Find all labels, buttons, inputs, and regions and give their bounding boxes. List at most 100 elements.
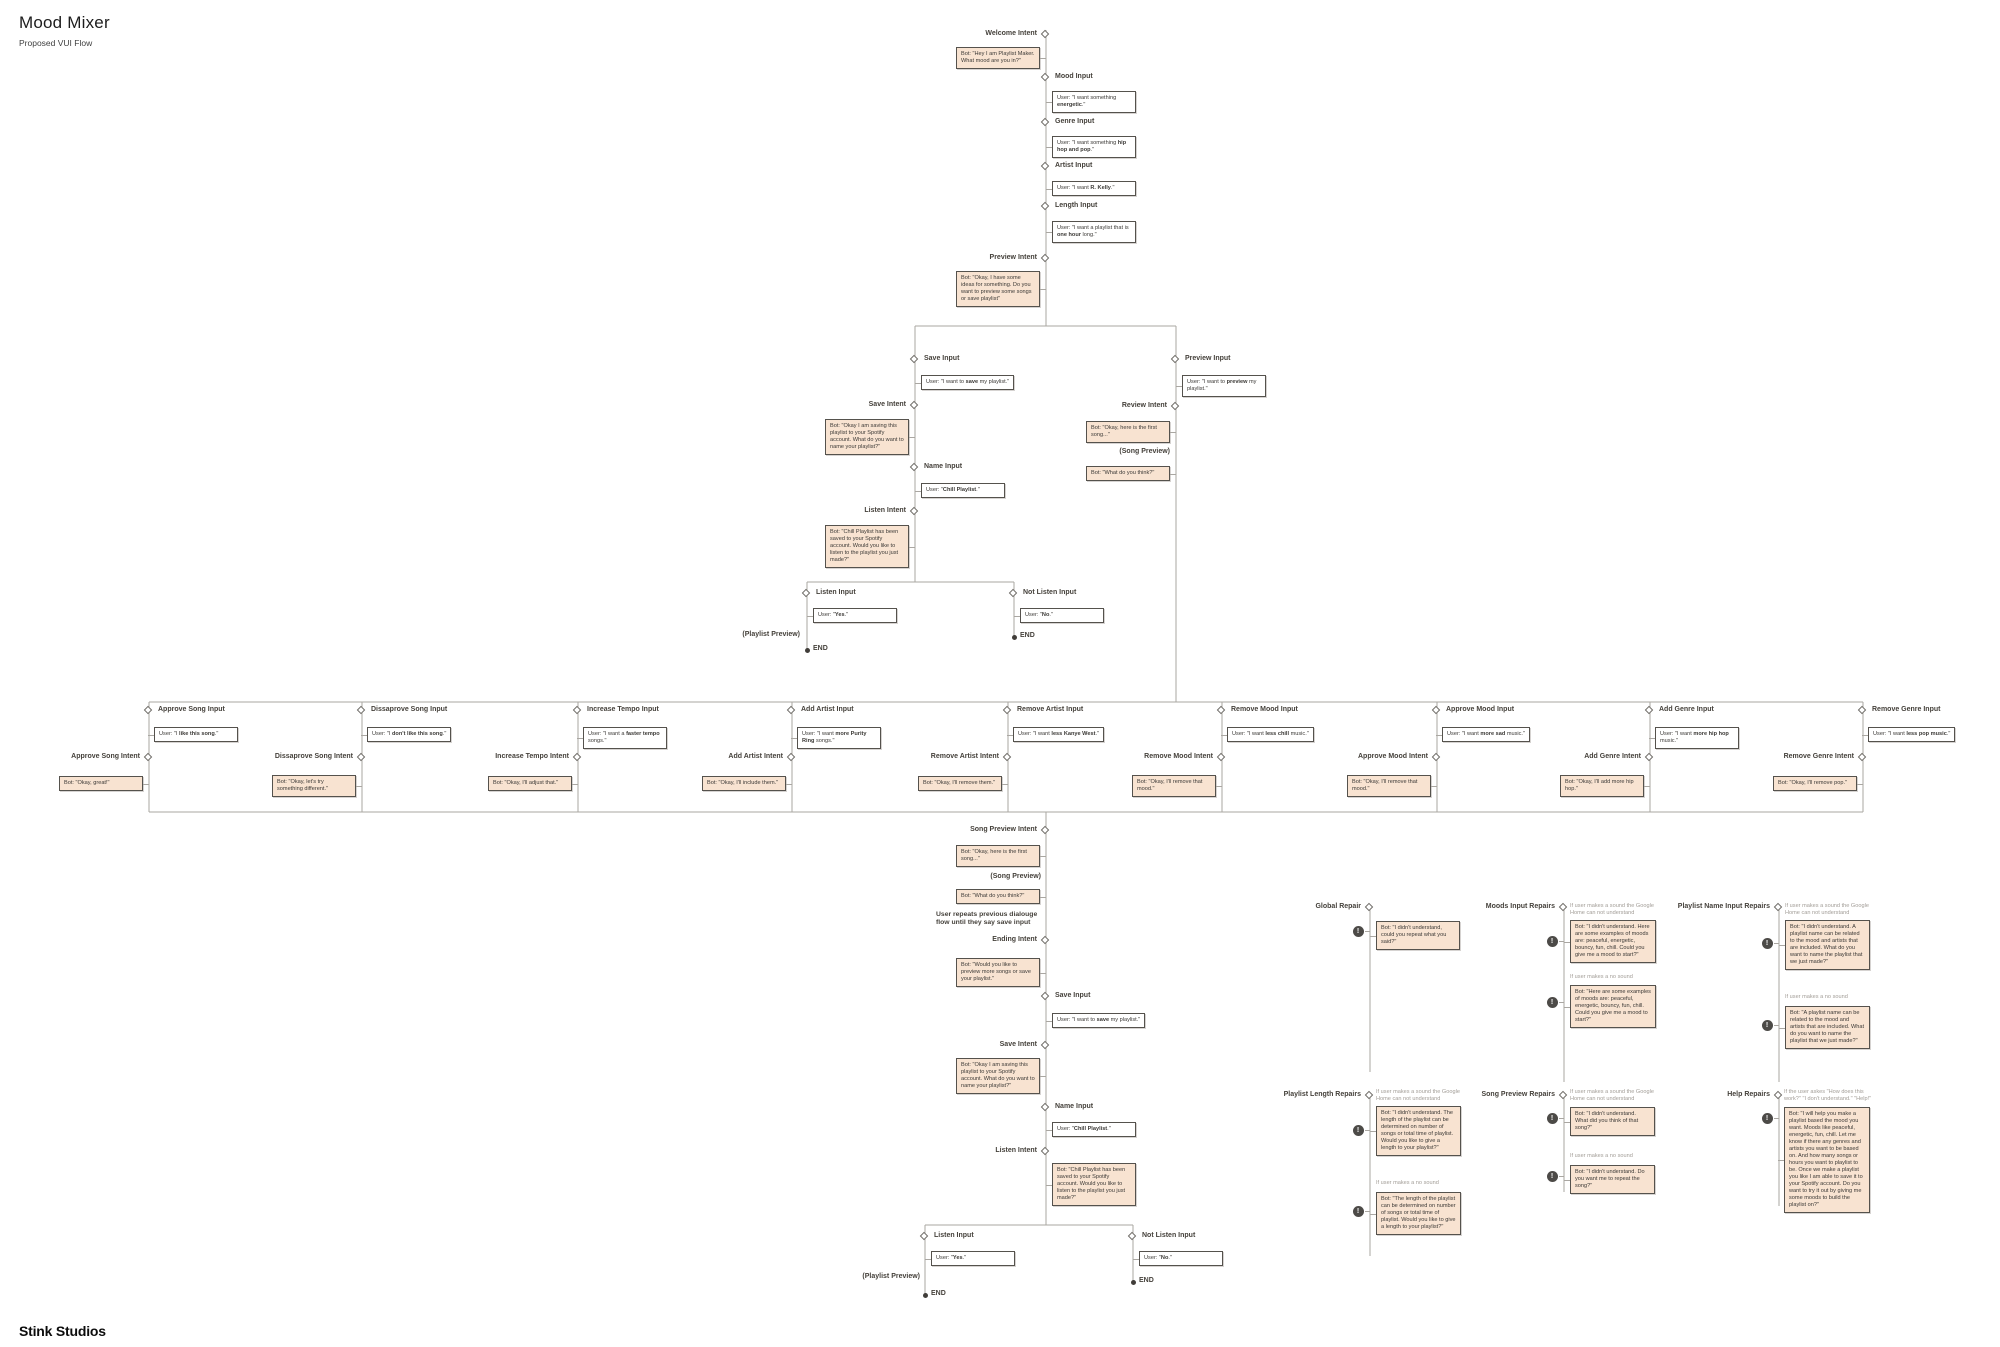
end-listen-1-label: END: [813, 645, 828, 652]
welcome-intent-bot-box: Bot: "Hey I am Playlist Maker. What mood…: [956, 47, 1046, 69]
review-intent-label: Review Intent: [1121, 402, 1167, 409]
moods-repair-msg-1-bot-box: Bot: "I didn't understand. Here are some…: [1564, 920, 1656, 963]
alert-icon: !: [1352, 1205, 1370, 1217]
add-artist-intent-label: Add Artist Intent: [728, 753, 783, 760]
length-input-label: Length Input: [1055, 202, 1098, 209]
moods-repair-note-1: If user makes a sound the Google Home ca…: [1570, 903, 1654, 916]
listen-input-2-user-box: User: "Yes.": [925, 1251, 1015, 1266]
remove-artist-input-label: Remove Artist Input: [1017, 706, 1084, 713]
not-listen-input-1-label: Not Listen Input: [1023, 589, 1077, 596]
approve-mood-input-user-box: User: "I want more sad music.": [1436, 727, 1530, 742]
help-repairs-label: Help Repairs: [1727, 1091, 1770, 1098]
save-intent-1-label: Save Intent: [868, 401, 906, 408]
name-repair-msg-2-bot-box: Bot: "A playlist name can be related to …: [1779, 1006, 1870, 1049]
playlist-preview-tag-1: (Playlist Preview): [742, 631, 800, 638]
length-input-user-box: User: "I want a playlist that is one hou…: [1046, 221, 1136, 243]
remove-mood-input-user-box: User: "I want less chill music.": [1221, 727, 1314, 742]
help-repair-msg-bot-box: Bot: "I will help you make a playlist ba…: [1778, 1107, 1870, 1213]
approve-song-intent-label: Approve Song Intent: [71, 753, 140, 760]
length-repair-note-1: If user makes a sound the Google Home ca…: [1376, 1089, 1460, 1102]
increase-tempo-intent-label: Increase Tempo Intent: [495, 753, 569, 760]
add-genre-input-label: Add Genre Input: [1659, 706, 1714, 713]
add-artist-input-user-box: User: "I want more Purity Ring songs.": [791, 727, 881, 749]
listen-intent-2-bot-box: Bot: "Chill Playlist has been saved to y…: [1046, 1163, 1136, 1206]
help-repair-note: If the user askes "How does this work?" …: [1784, 1089, 1872, 1102]
end-listen-2-label: END: [931, 1290, 946, 1297]
artist-input-user-box: User: "I want R. Kelly.": [1046, 181, 1136, 196]
song-preview-repair-note-2: If user makes a no sound: [1570, 1153, 1633, 1159]
listen-input-1-user-box: User: "Yes.": [807, 608, 897, 623]
end-dot: [922, 1292, 928, 1298]
alert-icon: !: [1546, 1112, 1564, 1124]
remove-genre-intent-label: Remove Genre Intent: [1783, 753, 1854, 760]
alert-icon: !: [1761, 1019, 1779, 1031]
dissaprove-song-input-user-box: User: "I don't like this song.": [360, 727, 452, 742]
save-intent-2-label: Save Intent: [999, 1041, 1037, 1048]
remove-artist-intent-bot-box: Bot: "Okay, I'll remove them.": [918, 776, 1008, 791]
what-think-1-bot-box: Bot: "What do you think?": [1086, 466, 1176, 481]
listen-input-1-label: Listen Input: [816, 589, 856, 596]
song-preview-repair-msg-1-bot-box: Bot: "I didn't understand. What did you …: [1564, 1107, 1655, 1136]
ending-intent-bot-box: Bot: "Would you like to preview more son…: [956, 958, 1046, 987]
remove-genre-input-user-box: User: "I want less pop music.": [1861, 727, 1956, 742]
save-input-1-user-box: User: "I want to save my playlist.": [914, 375, 1015, 390]
page-title: Mood Mixer: [19, 13, 110, 32]
save-input-2-label: Save Input: [1055, 992, 1091, 999]
name-repair-note-2: If user makes a no sound: [1785, 994, 1848, 1000]
genre-input-label: Genre Input: [1055, 118, 1095, 125]
global-repair-msg-bot-box: Bot: "I didn't understand, could you rep…: [1370, 921, 1460, 950]
name-input-2-user-box: User: "Chill Playlist.": [1046, 1122, 1136, 1137]
remove-mood-intent-label: Remove Mood Intent: [1144, 753, 1213, 760]
alert-icon: !: [1761, 1112, 1779, 1124]
preview-input-label: Preview Input: [1185, 355, 1231, 362]
not-listen-input-2-label: Not Listen Input: [1142, 1232, 1196, 1239]
listen-input-2-label: Listen Input: [934, 1232, 974, 1239]
moods-input-repairs-label: Moods Input Repairs: [1485, 903, 1555, 910]
add-genre-input-user-box: User: "I want more hip hop music.": [1649, 727, 1739, 749]
preview-intent-label: Preview Intent: [989, 254, 1037, 261]
remove-mood-intent-bot-box: Bot: "Okay, I'll remove that mood.": [1132, 775, 1222, 797]
song-preview-tag-2: (Song Preview): [990, 873, 1041, 880]
what-think-2-bot-box: Bot: "What do you think?": [956, 889, 1046, 904]
repeat-dialogue-note: User repeats previous dialouge flow unti…: [936, 911, 1038, 926]
preview-input-user-box: User: "I want to preview my playlist.": [1176, 375, 1266, 397]
ending-intent-label: Ending Intent: [992, 936, 1037, 943]
song-preview-repair-note-1: If user makes a sound the Google Home ca…: [1570, 1089, 1654, 1102]
length-repair-msg-1-bot-box: Bot: "I didn't understand. The length of…: [1370, 1106, 1461, 1156]
end-dot: [1011, 634, 1017, 640]
mood-input-user-box: User: "I want something energetic.": [1046, 91, 1136, 113]
remove-genre-intent-bot-box: Bot: "Okay, I'll remove pop.": [1773, 776, 1863, 791]
dissaprove-song-input-label: Dissaprove Song Input: [371, 706, 448, 713]
remove-genre-input-label: Remove Genre Input: [1872, 706, 1941, 713]
add-genre-intent-bot-box: Bot: "Okay, I'll add more hip hop.": [1560, 775, 1650, 797]
save-intent-1-bot-box: Bot: "Okay I am saving this playlist to …: [825, 419, 915, 455]
genre-input-user-box: User: "I want something hip hop and pop.…: [1046, 136, 1136, 158]
approve-mood-intent-label: Approve Mood Intent: [1358, 753, 1428, 760]
review-intent-bot-box: Bot: "Okay, here is the first song...": [1086, 421, 1176, 443]
save-input-2-user-box: User: "I want to save my playlist.": [1045, 1013, 1146, 1028]
alert-icon: !: [1546, 996, 1564, 1008]
alert-icon: !: [1546, 1170, 1564, 1182]
length-repair-note-2: If user makes a no sound: [1376, 1180, 1439, 1186]
end-dot: [804, 647, 810, 653]
approve-mood-intent-bot-box: Bot: "Okay, I'll remove that mood.": [1347, 775, 1437, 797]
name-input-2-label: Name Input: [1055, 1103, 1094, 1110]
add-genre-intent-label: Add Genre Intent: [1584, 753, 1641, 760]
song-preview-repair-msg-2-bot-box: Bot: "I didn't understand. Do you want m…: [1564, 1165, 1655, 1194]
alert-icon: !: [1352, 1124, 1370, 1136]
moods-repair-note-2: If user makes a no sound: [1570, 974, 1633, 980]
song-preview-repairs-label: Song Preview Repairs: [1481, 1091, 1555, 1098]
length-repair-msg-2-bot-box: Bot: "The length of the playlist can be …: [1370, 1192, 1461, 1235]
save-intent-2-bot-box: Bot: "Okay I am saving this playlist to …: [956, 1058, 1046, 1094]
artist-input-label: Artist Input: [1055, 162, 1093, 169]
preview-intent-bot-box: Bot: "Okay, I have some ideas for someth…: [956, 271, 1046, 307]
playlist-length-repairs-label: Playlist Length Repairs: [1283, 1091, 1361, 1098]
listen-intent-1-bot-box: Bot: "Chill Playlist has been saved to y…: [825, 525, 915, 568]
end-not-listen-2-label: END: [1139, 1277, 1154, 1284]
remove-artist-intent-label: Remove Artist Intent: [930, 753, 999, 760]
name-input-1-label: Name Input: [924, 463, 963, 470]
increase-tempo-input-label: Increase Tempo Input: [587, 706, 659, 713]
global-repair-label: Global Repair: [1315, 903, 1361, 910]
